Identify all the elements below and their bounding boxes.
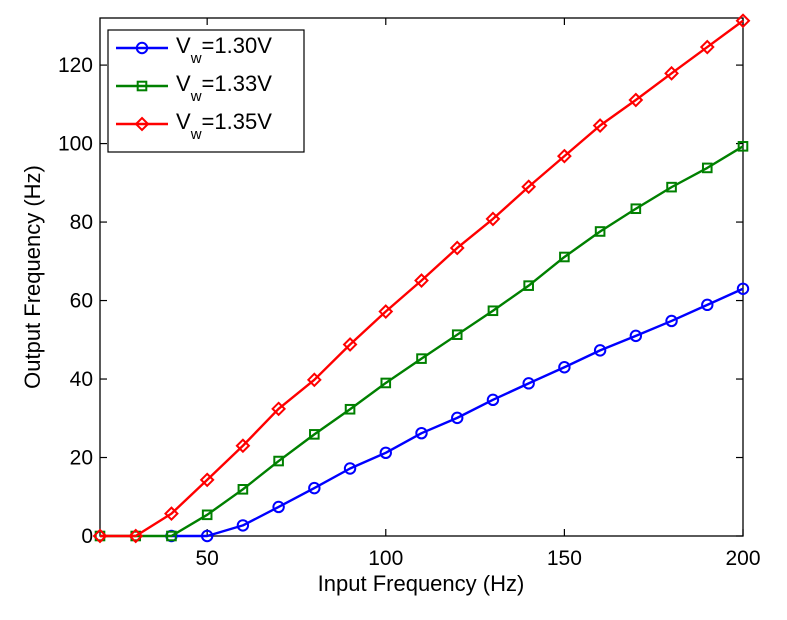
x-axis-label: Input Frequency (Hz) — [318, 571, 525, 596]
data-point — [521, 179, 537, 195]
data-point — [487, 305, 499, 317]
data-point — [629, 329, 643, 343]
series-line — [100, 145, 744, 538]
data-point — [735, 13, 751, 29]
data-point — [199, 472, 215, 488]
data-point — [701, 298, 714, 312]
data-point — [630, 203, 642, 215]
data-point — [592, 118, 608, 133]
legend: Vw=1.30V Vw=1.33V Vw=1.35V — [107, 29, 305, 153]
series-layer — [92, 13, 751, 544]
data-point — [666, 181, 677, 193]
y-tick-label: 0 — [81, 525, 93, 548]
series-line — [100, 19, 744, 538]
data-point — [380, 377, 392, 389]
series-line — [171, 287, 744, 538]
data-point — [308, 481, 321, 495]
data-point — [414, 273, 429, 288]
data-point — [343, 462, 357, 475]
y-tick-label: 100 — [58, 133, 93, 156]
data-point — [200, 529, 214, 543]
legend-swatch-marker — [135, 41, 149, 55]
y-tick-label: 60 — [70, 290, 93, 313]
axis-ticks: 50 100 150 200 0 20 40 60 80 100 120 — [58, 18, 761, 570]
data-point — [737, 141, 749, 152]
legend-label: Vw=1.33V — [176, 71, 272, 105]
data-point — [164, 506, 179, 522]
legend-label: Vw=1.35V — [176, 109, 272, 143]
x-tick-label: 200 — [725, 547, 760, 570]
data-point — [449, 240, 465, 256]
data-point — [556, 148, 572, 164]
data-point — [665, 314, 678, 328]
data-point — [128, 528, 144, 544]
data-point — [272, 500, 285, 514]
data-point — [664, 65, 679, 81]
data-point — [416, 353, 427, 364]
data-point — [237, 484, 249, 495]
data-point — [309, 429, 320, 440]
data-point — [273, 455, 284, 467]
legend-item: Vw=1.33V — [116, 71, 272, 105]
x-tick-label: 50 — [195, 547, 218, 570]
data-point — [451, 411, 464, 425]
data-point — [201, 509, 213, 521]
data-point — [485, 211, 501, 227]
y-tick-label: 80 — [70, 211, 93, 234]
data-point — [559, 251, 570, 263]
data-point — [522, 377, 535, 390]
legend-item: Vw=1.35V — [116, 109, 272, 143]
data-point — [378, 304, 394, 319]
data-point — [451, 329, 463, 340]
data-point — [486, 393, 500, 407]
y-tick-label: 40 — [70, 368, 93, 391]
y-tick-label: 20 — [70, 447, 93, 470]
x-tick-label: 150 — [547, 547, 582, 570]
y-axis-label: Output Frequency (Hz) — [20, 165, 45, 389]
x-tick-label: 100 — [368, 547, 403, 570]
data-point — [736, 282, 750, 295]
data-point — [523, 280, 534, 291]
series-3 — [92, 13, 751, 544]
data-point — [593, 344, 607, 357]
legend-swatch-marker — [136, 80, 148, 92]
data-point — [699, 39, 715, 55]
data-point — [558, 361, 571, 374]
data-point — [594, 226, 606, 237]
data-point — [271, 401, 287, 417]
data-point — [235, 438, 251, 454]
data-point — [628, 92, 644, 108]
data-point — [415, 426, 428, 440]
data-point — [236, 519, 250, 532]
data-point — [92, 528, 108, 544]
data-point — [379, 446, 392, 460]
series-2 — [94, 141, 749, 542]
legend-label: Vw=1.30V — [176, 33, 272, 67]
data-point — [342, 337, 358, 352]
y-tick-label: 120 — [58, 54, 93, 77]
data-point — [344, 403, 356, 415]
legend-swatch-marker — [134, 116, 150, 132]
data-point — [701, 162, 713, 174]
legend-item: Vw=1.30V — [116, 33, 272, 67]
data-point — [306, 372, 322, 388]
data-point — [166, 530, 177, 542]
